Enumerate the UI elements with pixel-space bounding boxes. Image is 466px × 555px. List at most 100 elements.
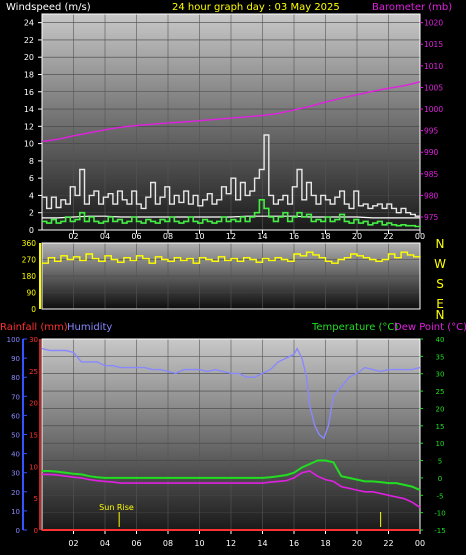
wind-tick-label: 0 bbox=[29, 226, 34, 235]
x-tick-label: 02 bbox=[68, 539, 78, 548]
temperature-tick-label: 35 bbox=[436, 353, 445, 361]
compass-letter-w: W bbox=[434, 257, 446, 271]
rainfall-tick-label: 15 bbox=[29, 432, 38, 440]
dewpoint-line bbox=[42, 470, 421, 509]
barometer-tick-label: 995 bbox=[424, 127, 439, 136]
x-tick-label: 14 bbox=[257, 539, 267, 548]
humidity-tick-label: 40 bbox=[11, 451, 20, 459]
wind-tick-label: 8 bbox=[29, 157, 34, 166]
temperature-tick-label: 30 bbox=[436, 371, 445, 379]
temperature-tick-label: 40 bbox=[436, 336, 445, 344]
x-tick-label: 02 bbox=[68, 232, 78, 241]
humidity-tick-label: 50 bbox=[11, 432, 20, 440]
panel-direction-axes: 0 90 180 270 360 bbox=[22, 239, 421, 314]
x-tick-label: 08 bbox=[163, 232, 173, 241]
humidity-tick-label: 10 bbox=[11, 508, 20, 516]
humidity-tick-label: 70 bbox=[11, 393, 20, 401]
wind-tick-label: 6 bbox=[29, 174, 34, 183]
x-tick-label: 20 bbox=[352, 232, 362, 241]
panel-wind-series bbox=[41, 81, 421, 228]
x-tick-label: 04 bbox=[100, 232, 110, 241]
humidity-label: Humidity bbox=[67, 322, 112, 333]
barometer-title: Barometer (mb) bbox=[372, 2, 452, 13]
compass-letter-n: N bbox=[436, 308, 445, 322]
compass-letter-e: E bbox=[436, 297, 444, 311]
barometer-tick-label: 1005 bbox=[424, 83, 443, 92]
humidity-tick-label: 90 bbox=[11, 355, 20, 363]
temperature-tick-label: 25 bbox=[436, 388, 445, 396]
barometer-tick-label: 1015 bbox=[424, 40, 443, 49]
barometer-tick-label: 980 bbox=[424, 191, 439, 200]
temperature-tick-label: 20 bbox=[436, 405, 445, 413]
chart-title: 24 hour graph day : 03 May 2025 bbox=[172, 2, 340, 13]
wind-gust-line bbox=[42, 134, 420, 217]
temperature-tick-label: -5 bbox=[437, 492, 444, 500]
barometer-tick-label: 1020 bbox=[424, 19, 443, 28]
temperature-tick-label: 10 bbox=[436, 440, 445, 448]
temperature-tick-label: 0 bbox=[438, 475, 442, 483]
x-tick-label: 22 bbox=[383, 232, 393, 241]
direction-tick-label: 180 bbox=[22, 272, 37, 281]
rainfall-tick-label: 30 bbox=[29, 336, 38, 344]
x-tick-label: 14 bbox=[257, 232, 267, 241]
wind-direction-line bbox=[42, 251, 421, 264]
humidity-tick-label: 20 bbox=[11, 489, 20, 497]
humidity-tick-label: 100 bbox=[7, 336, 20, 344]
panel-direction-series bbox=[42, 251, 421, 264]
temperature-tick-label: 5 bbox=[438, 458, 442, 466]
rainfall-tick-label: 5 bbox=[34, 495, 38, 503]
rainfall-tick-label: 10 bbox=[29, 463, 38, 471]
compass-letter-n: N bbox=[436, 237, 445, 251]
wind-tick-label: 4 bbox=[29, 191, 34, 200]
temperature-tick-label: 15 bbox=[436, 423, 445, 431]
sunrise-label: Sun Rise bbox=[99, 503, 134, 512]
compass-letter-s: S bbox=[436, 277, 444, 291]
wind-tick-label: 18 bbox=[24, 70, 34, 79]
x-tick-label: 08 bbox=[163, 539, 173, 548]
barometer-tick-label: 1000 bbox=[424, 105, 443, 114]
x-tick-label: 20 bbox=[352, 539, 362, 548]
temperature-tick-label: -10 bbox=[434, 510, 445, 518]
humidity-line bbox=[41, 347, 421, 440]
x-tick-label: 18 bbox=[320, 232, 330, 241]
x-tick-label: 18 bbox=[320, 539, 330, 548]
wind-tick-label: 20 bbox=[24, 53, 34, 62]
panel-wind-axes: 0246810121416182022249759809859909951000… bbox=[24, 13, 443, 241]
direction-tick-label: 270 bbox=[22, 256, 37, 265]
panel-direction-frame bbox=[41, 242, 421, 310]
x-tick-label: 16 bbox=[289, 232, 299, 241]
direction-tick-label: 360 bbox=[22, 239, 37, 248]
x-tick-label: 06 bbox=[131, 232, 141, 241]
x-tick-label: 00 bbox=[415, 232, 425, 241]
barometer-tick-label: 975 bbox=[424, 213, 439, 222]
x-tick-label: 22 bbox=[383, 539, 393, 548]
humidity-tick-label: 60 bbox=[11, 412, 20, 420]
dewpoint-label: Dew Point (°C) bbox=[394, 322, 466, 333]
wind-tick-label: 14 bbox=[24, 105, 34, 114]
rainfall-tick-label: 20 bbox=[29, 400, 38, 408]
x-tick-label: 10 bbox=[194, 232, 204, 241]
barometer-tick-label: 990 bbox=[424, 148, 439, 157]
x-tick-label: 06 bbox=[131, 539, 141, 548]
wind-speed-line bbox=[42, 199, 421, 228]
x-tick-label: 00 bbox=[415, 539, 425, 548]
rainfall-tick-label: 0 bbox=[34, 527, 38, 535]
panel-temperature-axes: 0102030405060708090100051015202530-15-10… bbox=[7, 336, 446, 548]
humidity-tick-label: 30 bbox=[11, 470, 20, 478]
wind-tick-label: 24 bbox=[24, 19, 34, 28]
wind-tick-label: 22 bbox=[24, 36, 34, 45]
wind-tick-label: 10 bbox=[24, 140, 34, 149]
humidity-tick-label: 80 bbox=[11, 374, 20, 382]
wind-tick-label: 2 bbox=[29, 209, 34, 218]
windspeed-title: Windspeed (m/s) bbox=[6, 2, 91, 13]
x-tick-label: 12 bbox=[226, 232, 236, 241]
x-tick-label: 12 bbox=[226, 539, 236, 548]
x-tick-label: 04 bbox=[100, 539, 110, 548]
wind-tick-label: 16 bbox=[24, 88, 34, 97]
barometer-tick-label: 1010 bbox=[424, 62, 443, 71]
wind-tick-label: 12 bbox=[24, 122, 34, 131]
direction-tick-label: 90 bbox=[26, 289, 36, 298]
temperature-line bbox=[42, 459, 421, 492]
